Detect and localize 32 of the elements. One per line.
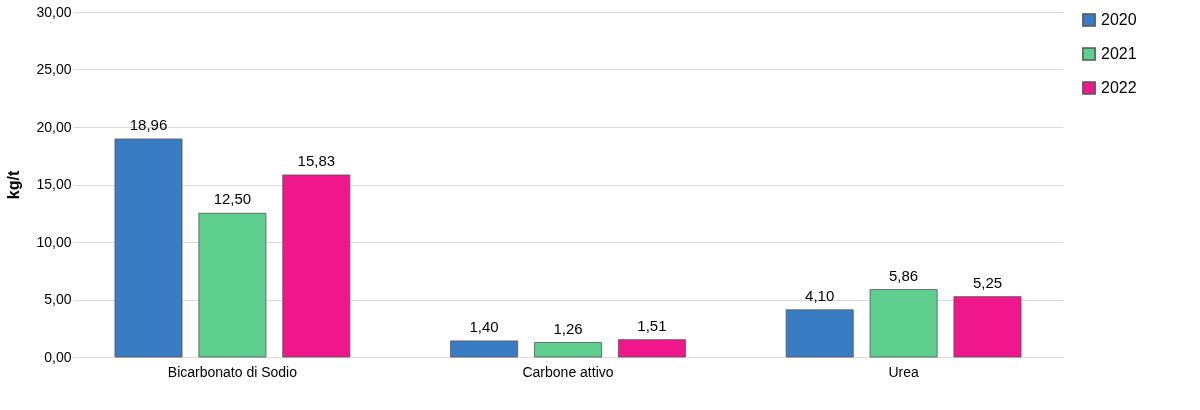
x-tick-label: Bicarbonato di Sodio: [167, 363, 298, 380]
y-tick-label: 25,00: [36, 61, 72, 77]
data-label: 5,86: [888, 266, 919, 284]
legend-label: 2021: [1101, 45, 1137, 62]
bar: [785, 309, 854, 358]
data-label: 4,10: [805, 286, 835, 304]
x-tick-label: Urea: [888, 363, 919, 380]
bar: [534, 342, 602, 358]
y-axis-title: kg/t: [5, 170, 23, 200]
y-tick-label: 0,00: [44, 348, 72, 365]
bar: [114, 138, 183, 358]
data-label: 1,51: [637, 316, 667, 334]
y-tick-label: 5,00: [44, 291, 72, 307]
y-tick-label: 30,00: [36, 3, 72, 20]
bar: [198, 212, 267, 358]
data-label: 15,83: [297, 151, 336, 169]
bar: [869, 289, 938, 358]
bar: [282, 174, 351, 358]
bar: [450, 340, 519, 358]
data-label: 12,50: [213, 190, 252, 208]
y-tick-label: 15,00: [36, 176, 72, 192]
data-label: 1,26: [553, 319, 583, 337]
data-label: 5,25: [972, 273, 1003, 291]
legend-label: 2020: [1101, 11, 1137, 28]
y-tick-label: 20,00: [36, 118, 72, 135]
legend-label: 2022: [1101, 79, 1137, 96]
x-tick-label: Carbone attivo: [522, 363, 614, 380]
bar: [617, 339, 686, 358]
data-label: 18,96: [129, 115, 168, 133]
data-label: 1,40: [469, 317, 499, 335]
bar: [953, 296, 1022, 358]
y-tick-label: 10,00: [36, 233, 72, 250]
